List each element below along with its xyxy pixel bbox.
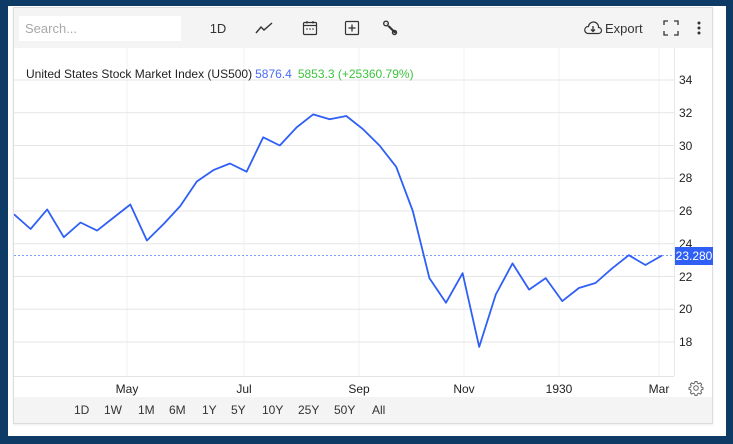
range-button-all[interactable]: All	[372, 403, 386, 417]
range-button-1d[interactable]: 1D	[74, 403, 90, 417]
x-tick-label: Nov	[453, 382, 475, 396]
cloud-download-icon	[584, 21, 603, 35]
y-tick-label: 18	[679, 335, 693, 349]
chart-plot-area[interactable]	[13, 48, 674, 376]
legend-title: United States Stock Market Index (US500)	[26, 67, 253, 81]
legend-last-value: 5876.4	[255, 67, 292, 81]
export-label: Export	[605, 20, 643, 36]
range-button-6m[interactable]: 6M	[169, 403, 186, 417]
range-button-25y[interactable]: 25Y	[298, 403, 320, 417]
more-vertical-icon	[697, 21, 701, 35]
x-tick-label: 1930	[545, 382, 573, 396]
x-axis[interactable]: May Jul Sep Nov 1930 Mar	[14, 376, 674, 399]
toolbar: 1D Export	[14, 8, 712, 48]
legend-change-value: 5853.3 (+25360.79%)	[297, 67, 414, 81]
more-options-button[interactable]	[692, 16, 706, 40]
chart-type-button[interactable]	[252, 16, 276, 40]
y-tick-label: 28	[679, 171, 693, 186]
last-price-tag: 23.280	[675, 246, 713, 265]
x-tick-label: Jul	[236, 382, 252, 396]
y-tick-label: 34	[679, 73, 693, 87]
range-button-5y[interactable]: 5Y	[231, 403, 246, 417]
range-button-50y[interactable]: 50Y	[334, 403, 356, 417]
range-button-1y[interactable]: 1Y	[202, 403, 217, 417]
fullscreen-icon	[663, 20, 679, 36]
y-tick-label: 26	[679, 204, 693, 218]
chart-legend: United States Stock Market Index (US500)…	[26, 67, 414, 81]
y-tick-label: 22	[679, 269, 693, 284]
x-tick-label: Sep	[348, 382, 370, 396]
y-tick-label: 30	[679, 138, 693, 153]
range-selector: 1D 1W 1M 6M 1Y 5Y 10Y 25Y 50Y All	[14, 397, 712, 423]
gear-icon[interactable]	[688, 380, 704, 396]
add-indicator-icon	[344, 20, 360, 36]
range-button-1m[interactable]: 1M	[138, 403, 155, 417]
fullscreen-button[interactable]	[661, 16, 681, 40]
wrench-icon	[383, 20, 398, 36]
y-axis[interactable]: 34 32 30 28 26 24 22 20 18 23.280	[674, 48, 713, 376]
x-tick-label: Mar	[648, 382, 670, 396]
date-range-button[interactable]	[298, 16, 322, 40]
line-chart-icon	[255, 22, 273, 34]
range-button-10y[interactable]: 10Y	[262, 403, 284, 417]
price-line-chart	[13, 48, 674, 376]
x-tick-label: May	[115, 382, 139, 396]
y-tick-label: 20	[679, 302, 693, 317]
chart-widget: 1D Export United States Stock Market Ind…	[13, 7, 713, 424]
settings-tools-button[interactable]	[378, 16, 402, 40]
export-button[interactable]: Export	[583, 16, 645, 40]
calendar-icon	[302, 21, 318, 36]
price-series-line	[13, 113, 663, 348]
interval-button[interactable]: 1D	[209, 20, 227, 36]
add-indicator-button[interactable]	[340, 16, 364, 40]
range-button-1w[interactable]: 1W	[104, 403, 122, 417]
search-input[interactable]	[19, 16, 181, 41]
y-tick-label: 32	[679, 105, 693, 120]
